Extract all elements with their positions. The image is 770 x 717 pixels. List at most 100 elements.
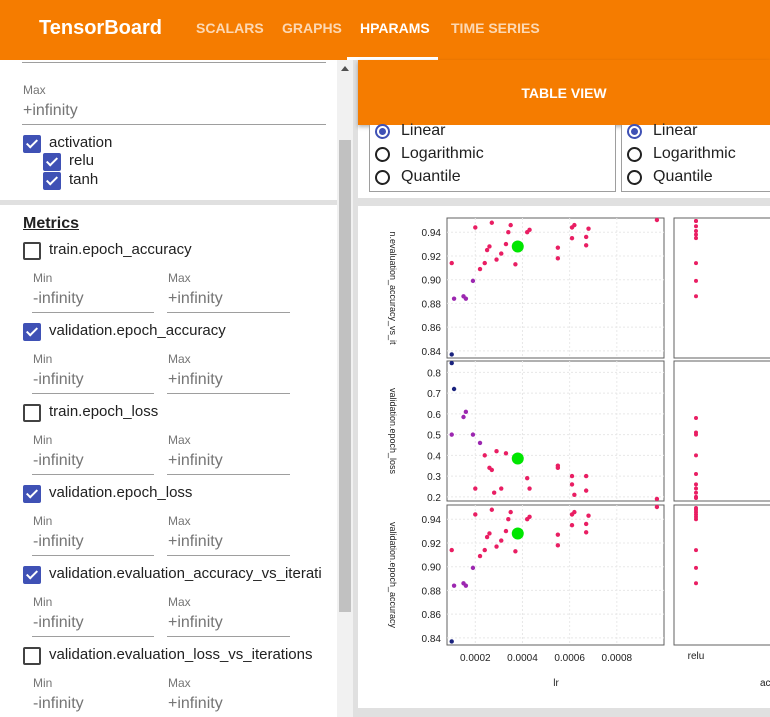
min-label: Min bbox=[33, 433, 53, 447]
relu-data-point bbox=[694, 548, 698, 553]
max-input[interactable]: +infinity bbox=[168, 533, 223, 550]
data-point bbox=[586, 513, 591, 518]
data-point bbox=[451, 386, 457, 392]
scatter-plot-matrix: 0.94 0.92 0.90 0.88 0.86 0.84 n.evaluation_acc… bbox=[358, 206, 770, 708]
relu-data-point bbox=[694, 490, 698, 495]
data-point bbox=[555, 543, 561, 548]
min-label: Min bbox=[33, 676, 53, 690]
data-point bbox=[524, 475, 530, 481]
relu-data-point bbox=[694, 232, 698, 237]
sidebar-scrollbar[interactable] bbox=[337, 60, 353, 717]
radio-label: Quantile bbox=[401, 168, 461, 185]
tanh-checkbox[interactable] bbox=[43, 172, 61, 190]
relu-checkbox[interactable] bbox=[43, 153, 61, 171]
max-input[interactable]: +infinity bbox=[23, 102, 78, 119]
data-point bbox=[487, 531, 492, 536]
metric-checkbox-validation-evaluation-loss[interactable] bbox=[23, 647, 41, 665]
radio-label: Linear bbox=[653, 122, 698, 139]
y-tick-label: 0.8 bbox=[427, 368, 441, 379]
y-tick-label: 0.94 bbox=[422, 228, 442, 239]
relu-axis-label: relu bbox=[688, 651, 705, 662]
tab-scalars[interactable]: SCALARS bbox=[196, 20, 264, 36]
metric-checkbox-validation-epoch-accuracy[interactable] bbox=[23, 323, 41, 341]
min-label: Min bbox=[33, 514, 53, 528]
data-point bbox=[484, 534, 490, 540]
tab-hparams[interactable]: HPARAMS bbox=[360, 20, 430, 36]
radio-linear[interactable] bbox=[627, 124, 642, 139]
app-title[interactable]: TensorBoard bbox=[39, 17, 162, 39]
radio-quantile[interactable] bbox=[627, 170, 642, 185]
data-point bbox=[451, 296, 457, 301]
radio-linear[interactable] bbox=[375, 124, 390, 139]
tab-graphs[interactable]: GRAPHS bbox=[282, 20, 342, 36]
relu-data-point bbox=[694, 472, 698, 477]
data-point bbox=[449, 360, 454, 366]
max-label: Max bbox=[168, 433, 191, 447]
relu-data-point bbox=[694, 496, 698, 500]
max-input[interactable]: +infinity bbox=[168, 614, 223, 631]
data-point bbox=[470, 565, 476, 571]
data-point bbox=[508, 222, 513, 228]
field-underline bbox=[167, 555, 290, 556]
plot-cell-frame bbox=[446, 217, 665, 359]
relu-data-point bbox=[694, 453, 698, 458]
max-label: Max bbox=[168, 352, 191, 366]
field-underline bbox=[167, 636, 290, 637]
scroll-thumb[interactable] bbox=[339, 140, 351, 612]
activation-checkbox[interactable] bbox=[23, 135, 41, 153]
min-input[interactable]: -infinity bbox=[33, 614, 84, 631]
field-underline bbox=[32, 312, 154, 313]
section-divider bbox=[358, 198, 770, 206]
metric-checkbox-validation-evaluation-accuracy[interactable] bbox=[23, 566, 41, 584]
metric-label: train.epoch_loss bbox=[49, 403, 159, 420]
relu-data-point bbox=[694, 224, 698, 229]
max-input[interactable]: +infinity bbox=[168, 452, 223, 469]
metric-checkbox-validation-epoch-loss[interactable] bbox=[23, 485, 41, 503]
field-underline bbox=[32, 474, 154, 475]
data-point bbox=[477, 553, 483, 559]
table-view-button[interactable]: TABLE VIEW bbox=[358, 60, 770, 125]
metric-checkbox-train-epoch-loss[interactable] bbox=[23, 404, 41, 422]
data-point bbox=[555, 256, 561, 261]
x-tick-label: 0.0006 bbox=[554, 653, 585, 664]
metrics-heading: Metrics bbox=[23, 215, 80, 232]
min-input[interactable]: -infinity bbox=[33, 371, 84, 388]
scatter-plot-svg[interactable]: 0.94 0.92 0.90 0.88 0.86 0.84 n.evaluation_acc… bbox=[358, 206, 770, 708]
min-input[interactable]: -infinity bbox=[33, 533, 84, 550]
data-point bbox=[482, 453, 487, 458]
max-input[interactable]: +infinity bbox=[168, 290, 223, 307]
radio-logarithmic[interactable] bbox=[375, 147, 390, 162]
data-point bbox=[513, 262, 518, 267]
radio-quantile[interactable] bbox=[375, 170, 390, 185]
data-point bbox=[449, 432, 454, 437]
radio-logarithmic[interactable] bbox=[627, 147, 642, 162]
data-point bbox=[494, 544, 499, 549]
top-app-bar: TensorBoard SCALARS GRAPHS HPARAMS TIME … bbox=[0, 0, 770, 60]
min-input[interactable]: -infinity bbox=[33, 452, 84, 469]
active-tab-indicator bbox=[347, 57, 438, 60]
relu-data-point bbox=[694, 236, 698, 241]
min-input[interactable]: -infinity bbox=[33, 290, 84, 307]
max-input[interactable]: +infinity bbox=[168, 695, 223, 712]
data-point bbox=[463, 409, 469, 415]
data-point bbox=[583, 521, 589, 527]
field-underline bbox=[32, 555, 154, 556]
x-tick-label: 0.0004 bbox=[507, 653, 538, 664]
plot-cell-frame bbox=[446, 360, 665, 502]
max-input[interactable]: +infinity bbox=[168, 371, 223, 388]
scroll-up-arrow-icon[interactable] bbox=[341, 66, 349, 71]
data-point bbox=[477, 440, 483, 446]
min-input[interactable]: -infinity bbox=[33, 695, 84, 712]
data-point bbox=[489, 507, 495, 512]
data-point bbox=[569, 522, 575, 528]
metric-checkbox-train-epoch-accuracy[interactable] bbox=[23, 242, 41, 260]
max-label: Max bbox=[168, 676, 191, 690]
plot-cell-frame bbox=[446, 504, 665, 646]
min-label: Min bbox=[33, 352, 53, 366]
relu-data-point bbox=[694, 432, 698, 437]
max-label: Max bbox=[168, 271, 191, 285]
relu-data-point bbox=[694, 261, 698, 266]
metric-label: validation.evaluation_loss_vs_iterations bbox=[49, 646, 313, 663]
data-point bbox=[449, 639, 454, 644]
tab-time-series[interactable]: TIME SERIES bbox=[451, 20, 540, 36]
